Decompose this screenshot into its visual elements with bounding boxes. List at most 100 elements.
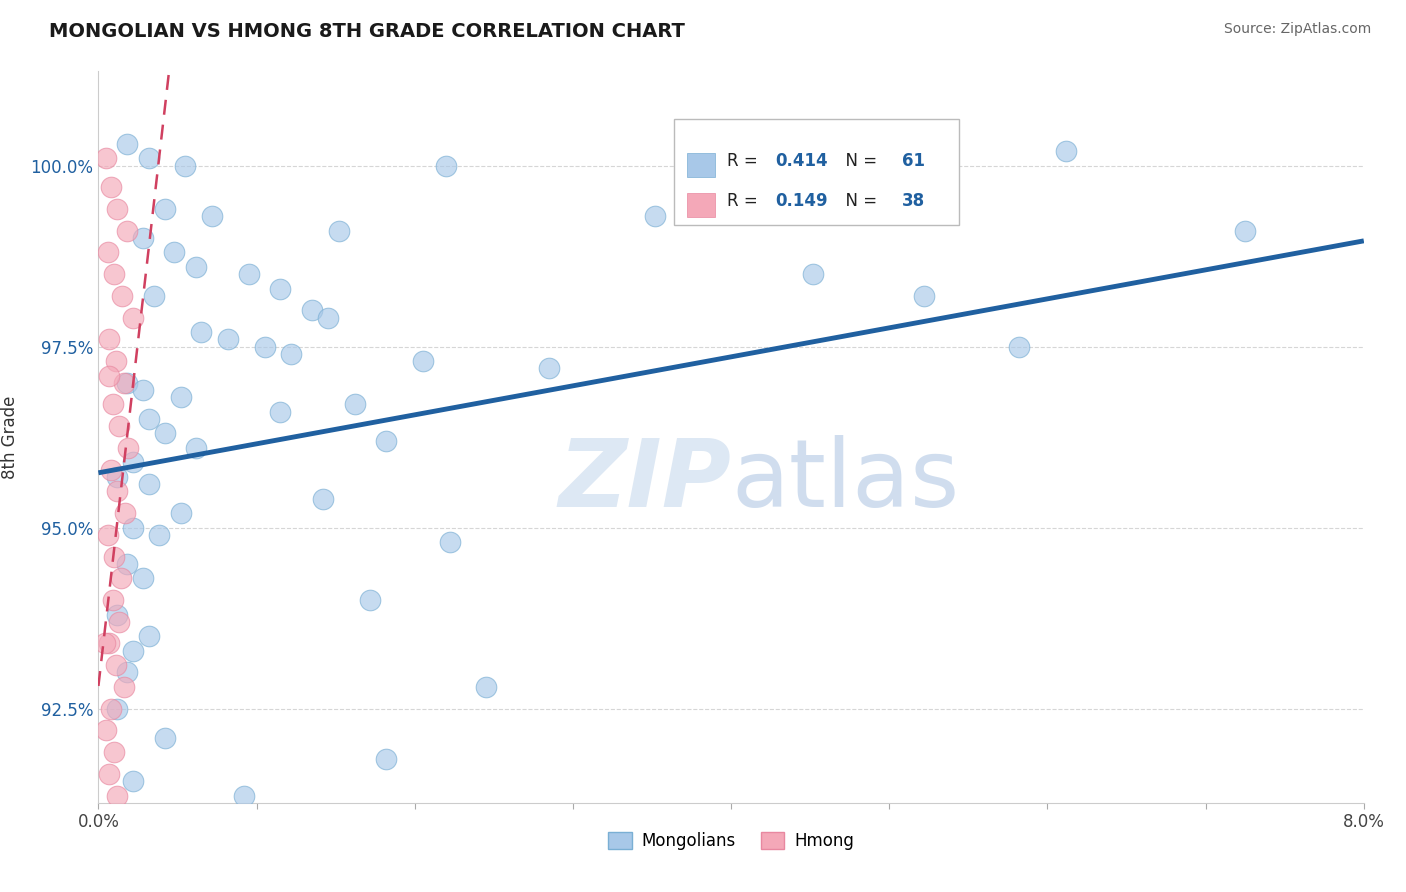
Point <box>107 607 129 622</box>
Point <box>233 789 256 803</box>
Point <box>98 636 121 650</box>
Point <box>115 224 138 238</box>
Point <box>104 658 127 673</box>
Point <box>100 875 122 889</box>
Point <box>190 325 212 339</box>
Point <box>422 824 444 838</box>
Point <box>343 397 366 411</box>
Point <box>375 434 398 448</box>
Text: R =: R = <box>727 152 763 169</box>
Text: MONGOLIAN VS HMONG 8TH GRADE CORRELATION CHART: MONGOLIAN VS HMONG 8TH GRADE CORRELATION… <box>49 22 685 41</box>
Point <box>153 426 176 441</box>
Point <box>112 680 135 694</box>
Point <box>98 332 121 346</box>
Text: ZIP: ZIP <box>558 435 731 527</box>
Point <box>132 383 155 397</box>
Point <box>100 701 122 715</box>
Point <box>238 267 260 281</box>
Point <box>98 767 121 781</box>
Point <box>122 310 145 325</box>
Point <box>103 549 125 564</box>
Point <box>104 354 127 368</box>
Point <box>312 491 335 506</box>
Point <box>112 376 135 390</box>
Point <box>138 412 160 426</box>
Point <box>138 629 160 643</box>
Point <box>142 289 165 303</box>
FancyBboxPatch shape <box>686 153 714 177</box>
Point <box>101 593 124 607</box>
Point <box>114 506 136 520</box>
FancyBboxPatch shape <box>686 193 714 217</box>
Point <box>101 397 124 411</box>
Point <box>110 571 132 585</box>
Point <box>115 376 138 390</box>
Point <box>132 571 155 585</box>
Point <box>115 136 138 151</box>
Text: 61: 61 <box>903 152 925 169</box>
Point <box>538 361 561 376</box>
Point <box>101 832 124 847</box>
Text: N =: N = <box>835 192 882 210</box>
Point <box>186 441 208 455</box>
FancyBboxPatch shape <box>675 119 959 225</box>
Point <box>269 282 291 296</box>
Point <box>412 354 434 368</box>
Point <box>704 151 727 165</box>
Point <box>107 701 129 715</box>
Text: N =: N = <box>835 152 882 169</box>
Point <box>100 180 122 194</box>
Point <box>253 340 276 354</box>
Point <box>328 224 350 238</box>
Point <box>169 506 191 520</box>
Point <box>569 847 592 861</box>
Point <box>801 267 824 281</box>
Text: 0.414: 0.414 <box>776 152 828 169</box>
Point <box>122 644 145 658</box>
Y-axis label: 8th Grade: 8th Grade <box>1 395 20 479</box>
Point <box>269 405 291 419</box>
Point <box>644 209 666 223</box>
Legend: Mongolians, Hmong: Mongolians, Hmong <box>602 825 860 856</box>
Text: atlas: atlas <box>731 435 959 527</box>
Point <box>153 202 176 216</box>
Point <box>186 260 208 274</box>
Point <box>138 477 160 491</box>
Point <box>148 528 170 542</box>
Text: 38: 38 <box>903 192 925 210</box>
Point <box>217 332 239 346</box>
Point <box>97 810 120 824</box>
Point <box>98 368 121 383</box>
Point <box>103 267 125 281</box>
Point <box>153 731 176 745</box>
Point <box>108 419 131 434</box>
Point <box>201 209 224 223</box>
Point <box>1234 224 1257 238</box>
Point <box>107 470 129 484</box>
Point <box>912 289 935 303</box>
Point <box>316 310 339 325</box>
Point <box>107 202 129 216</box>
Point <box>169 390 191 404</box>
Point <box>107 484 129 499</box>
Point <box>103 745 125 759</box>
Point <box>138 151 160 165</box>
Point <box>122 520 145 534</box>
Point <box>93 854 117 868</box>
Text: Source: ZipAtlas.com: Source: ZipAtlas.com <box>1223 22 1371 37</box>
Point <box>107 789 129 803</box>
Point <box>100 463 122 477</box>
Point <box>115 557 138 571</box>
Text: 0.149: 0.149 <box>776 192 828 210</box>
Point <box>375 752 398 766</box>
Point <box>280 347 302 361</box>
Point <box>328 810 350 824</box>
Point <box>117 441 139 455</box>
Point <box>115 665 138 680</box>
Point <box>360 593 382 607</box>
Point <box>301 303 323 318</box>
Point <box>93 636 117 650</box>
Point <box>108 615 131 629</box>
Point <box>1008 340 1031 354</box>
Point <box>439 535 461 549</box>
